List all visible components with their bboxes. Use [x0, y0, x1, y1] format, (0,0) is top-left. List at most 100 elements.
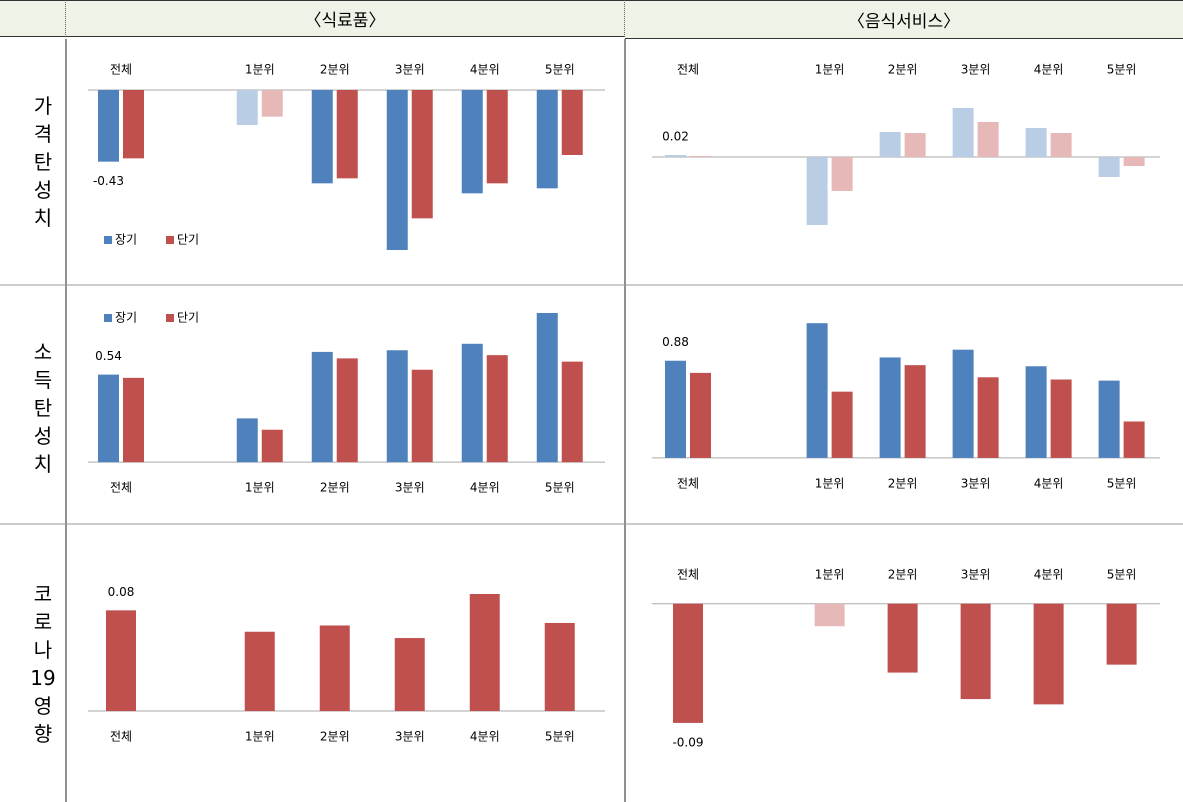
bar	[386, 90, 408, 250]
legend-label: 장기	[115, 233, 137, 247]
category-label: 3분위	[395, 481, 425, 495]
row-header: 가격탄성치	[33, 94, 53, 230]
category-label: 1분위	[815, 63, 845, 77]
bar	[469, 593, 500, 712]
value-label: 0.54	[95, 349, 122, 363]
bar	[1025, 366, 1047, 458]
bar	[336, 358, 358, 463]
bar	[887, 603, 918, 673]
category-label: 4분위	[1034, 476, 1064, 490]
bar	[1106, 603, 1137, 665]
bar	[311, 351, 333, 463]
legend-swatch	[166, 314, 174, 322]
legend-swatch	[104, 314, 112, 322]
legend-swatch	[166, 236, 174, 244]
bar	[486, 355, 508, 463]
category-label: 1분위	[815, 476, 845, 490]
bar	[261, 429, 283, 463]
bar	[1025, 128, 1047, 157]
column-header: 〈식료품〉	[66, 0, 625, 37]
value-label: -0.09	[672, 735, 703, 749]
bar	[673, 603, 703, 723]
value-label: 0.88	[662, 335, 689, 349]
bar	[806, 157, 828, 225]
category-label: 5분위	[545, 481, 575, 495]
category-label: 4분위	[470, 63, 500, 77]
category-label: 4분위	[470, 730, 500, 744]
category-label: 4분위	[1034, 63, 1064, 77]
category-label: 2분위	[888, 63, 918, 77]
bar	[123, 90, 144, 159]
value-label: -0.43	[93, 174, 124, 188]
bar	[536, 312, 558, 463]
category-label: 2분위	[888, 476, 918, 490]
column-header: 〈음식서비스〉	[625, 0, 1183, 39]
bar	[665, 155, 686, 157]
category-label: 전체	[677, 568, 699, 582]
category-label: 5분위	[1107, 476, 1137, 490]
category-label: 3분위	[961, 568, 991, 582]
bar	[1123, 421, 1145, 458]
bar	[461, 343, 483, 463]
bar	[904, 365, 926, 458]
category-label: 전체	[677, 63, 699, 77]
bar	[394, 638, 425, 712]
value-label: 0.08	[108, 585, 135, 599]
bar	[106, 610, 136, 712]
category-label: 2분위	[320, 63, 350, 77]
bar	[561, 361, 583, 463]
bar	[814, 603, 845, 627]
header-blank	[0, 0, 66, 37]
bar	[831, 391, 853, 458]
bar	[544, 622, 575, 712]
category-label: 2분위	[320, 481, 350, 495]
bar	[1033, 603, 1064, 705]
bar	[904, 133, 926, 157]
bar	[98, 374, 119, 463]
bar	[486, 90, 508, 184]
category-label: 3분위	[395, 730, 425, 744]
category-label: 1분위	[245, 730, 275, 744]
category-label: 3분위	[961, 63, 991, 77]
category-label: 5분위	[1107, 568, 1137, 582]
bar	[261, 90, 283, 117]
bar	[336, 90, 358, 179]
bar	[1050, 379, 1072, 458]
category-label: 3분위	[395, 63, 425, 77]
legend-label: 단기	[177, 233, 199, 247]
bar	[1098, 157, 1120, 177]
bar	[1123, 157, 1145, 166]
bar	[411, 369, 433, 463]
legend-label: 단기	[177, 311, 199, 325]
bar	[244, 631, 275, 712]
bar	[123, 377, 144, 463]
legend-swatch	[104, 236, 112, 244]
bar	[561, 90, 583, 155]
category-label: 2분위	[888, 568, 918, 582]
bar	[690, 372, 711, 458]
category-label: 2분위	[320, 730, 350, 744]
bar	[236, 418, 258, 463]
category-label: 5분위	[1107, 63, 1137, 77]
bar	[977, 122, 999, 157]
category-label: 1분위	[245, 481, 275, 495]
bar	[665, 360, 686, 458]
row-header: 코로나19영향	[30, 582, 56, 746]
category-label: 4분위	[470, 481, 500, 495]
bar	[236, 90, 258, 125]
bar	[879, 132, 901, 157]
bar	[831, 157, 853, 191]
bar	[311, 90, 333, 184]
category-label: 3분위	[961, 476, 991, 490]
category-label: 1분위	[815, 568, 845, 582]
category-label: 1분위	[245, 63, 275, 77]
bar	[1050, 133, 1072, 157]
value-label: 0.02	[662, 130, 689, 144]
bar	[960, 603, 991, 700]
row-header: 소득탄성치	[33, 340, 53, 476]
bar	[690, 156, 711, 157]
bar	[879, 357, 901, 458]
category-label: 전체	[110, 63, 132, 77]
